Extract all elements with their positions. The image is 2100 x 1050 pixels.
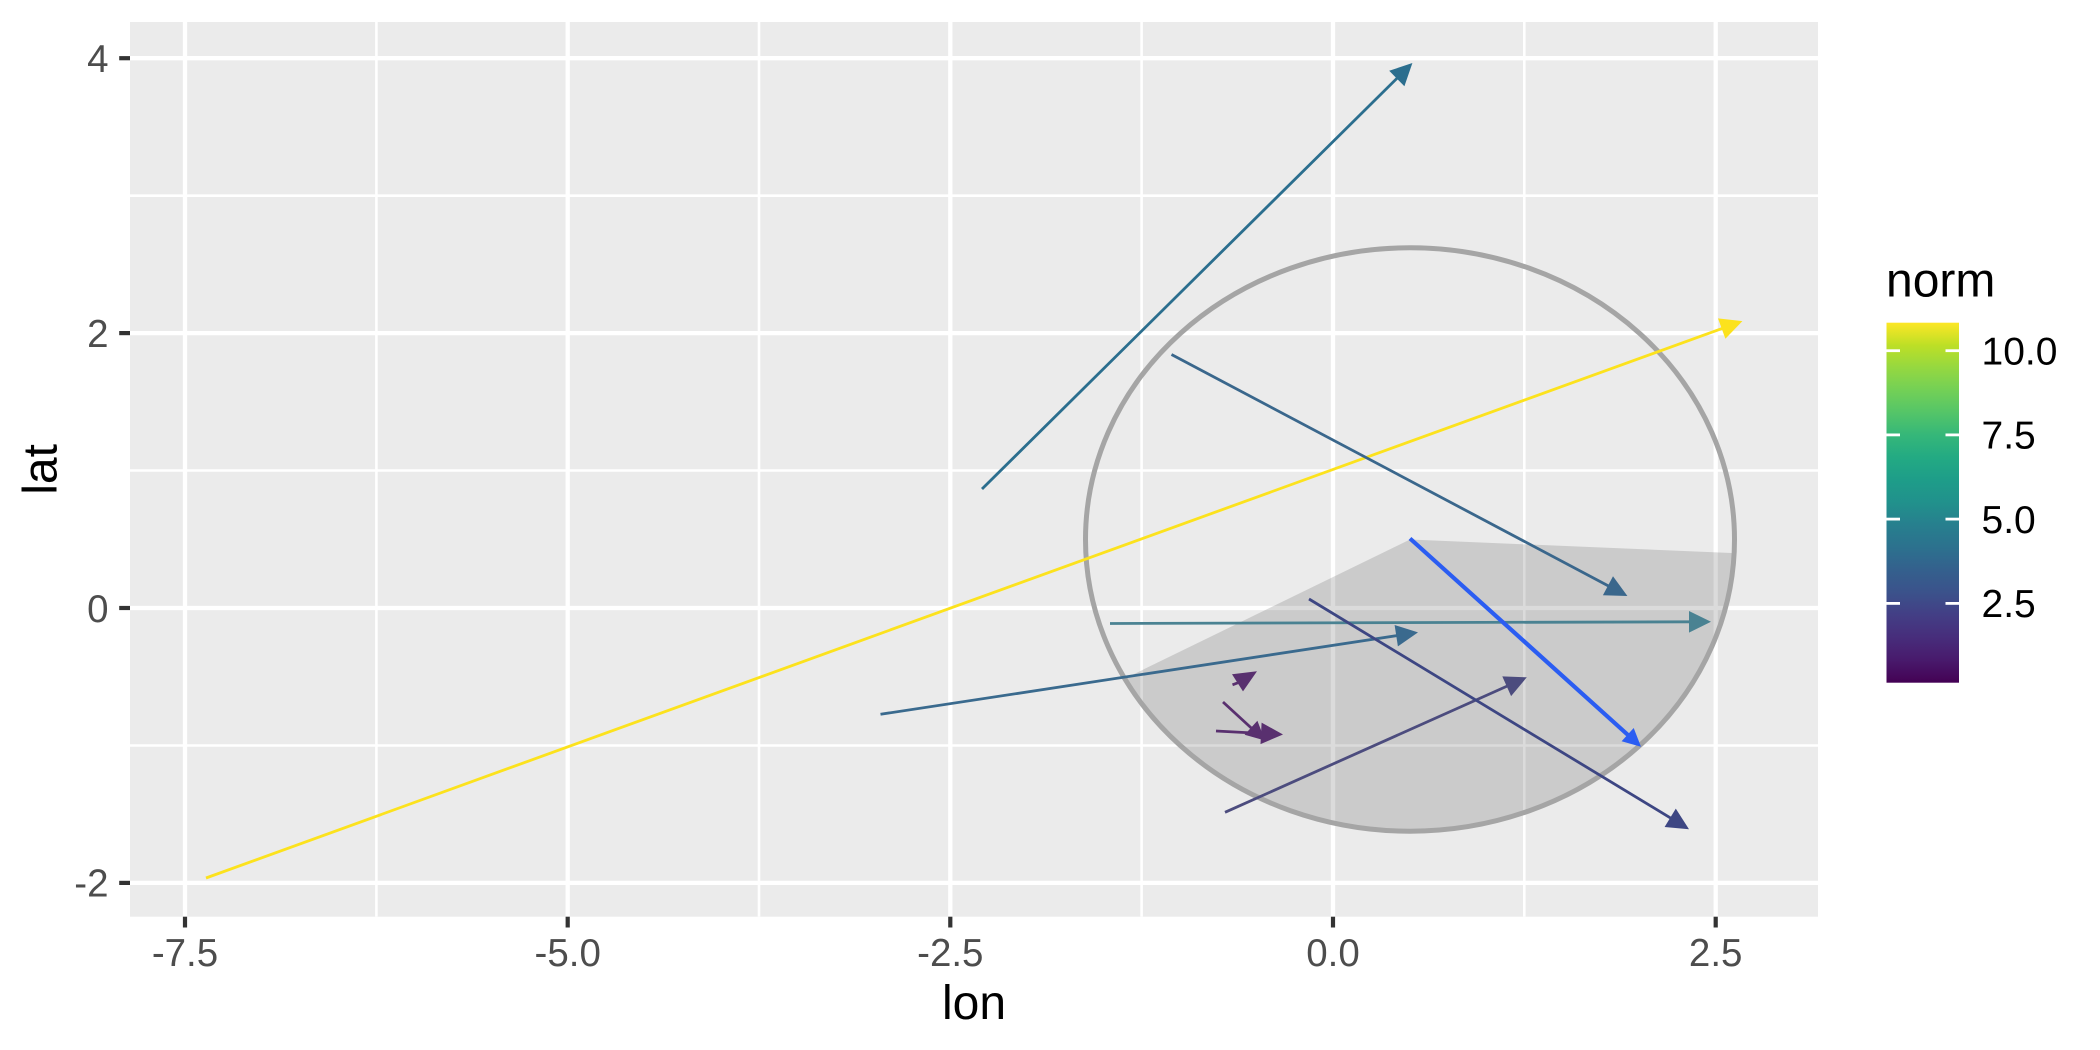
svg-text:lat: lat [15,444,68,495]
svg-text:5.0: 5.0 [1982,499,2036,542]
svg-text:7.5: 7.5 [1982,415,2036,458]
svg-text:lon: lon [942,977,1006,1030]
svg-text:10.0: 10.0 [1982,331,2058,374]
svg-text:-2.5: -2.5 [917,932,983,975]
svg-text:0: 0 [87,588,108,631]
svg-text:norm: norm [1886,255,1995,308]
svg-text:-2: -2 [74,863,108,906]
svg-text:2: 2 [87,313,108,356]
svg-text:-5.0: -5.0 [535,932,601,975]
svg-text:-7.5: -7.5 [152,932,218,975]
svg-text:2.5: 2.5 [1689,932,1743,975]
svg-text:0.0: 0.0 [1306,932,1360,975]
svg-text:4: 4 [87,38,108,81]
svg-text:2.5: 2.5 [1982,583,2036,626]
